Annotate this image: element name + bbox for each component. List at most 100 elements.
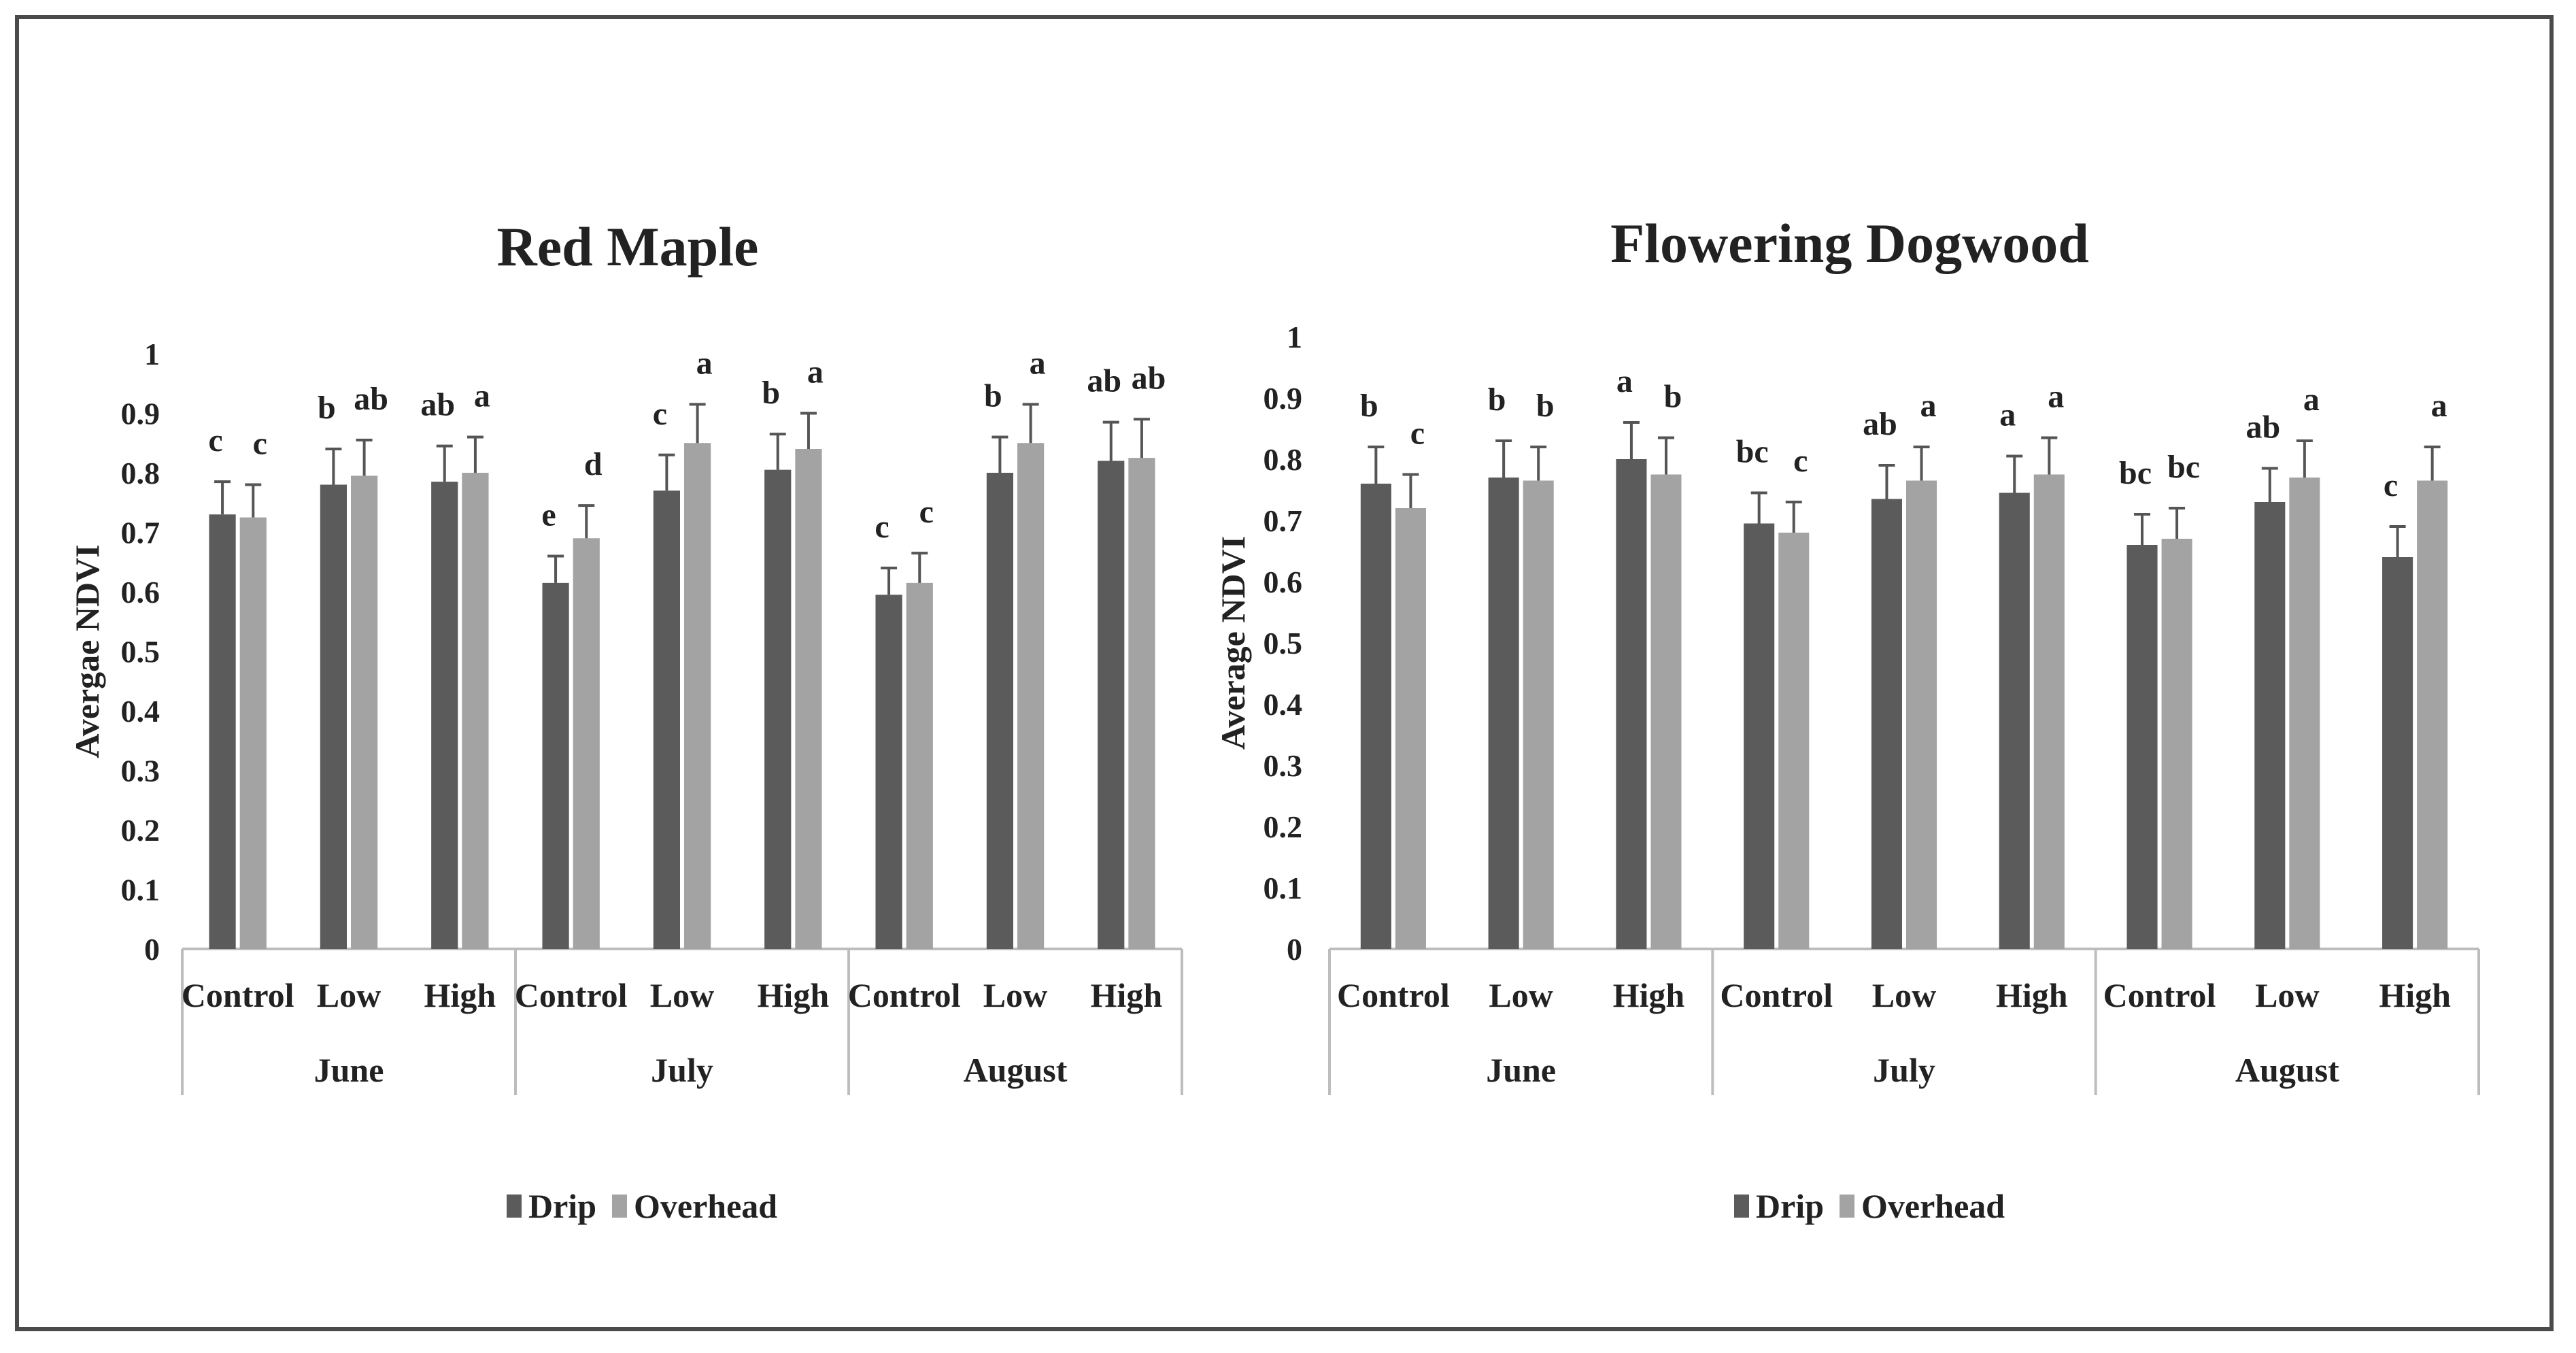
- bar-overhead: [1523, 480, 1554, 949]
- significance-letter: c: [253, 426, 267, 462]
- significance-letter: a: [696, 345, 713, 381]
- bar-drip: [1360, 484, 1391, 949]
- x-tick-label: Control: [182, 976, 294, 1014]
- y-tick-label: 0.7: [1264, 503, 1303, 538]
- significance-letter: ab: [2245, 410, 2280, 446]
- group-label: July: [1873, 1051, 1935, 1089]
- bar-drip: [2254, 502, 2286, 949]
- y-tick-label: 0.5: [1264, 626, 1303, 661]
- y-tick-label: 0.3: [1264, 748, 1303, 783]
- x-tick-label: High: [1091, 976, 1163, 1014]
- significance-letter: a: [2048, 379, 2064, 415]
- significance-letter: a: [2431, 388, 2447, 424]
- bar-drip: [320, 484, 347, 949]
- x-tick-label: Low: [2255, 976, 2319, 1014]
- significance-letter: c: [875, 509, 889, 545]
- legend-label-overhead: Overhead: [1861, 1187, 2005, 1225]
- significance-letter: bc: [2119, 455, 2152, 491]
- significance-letter: e: [541, 497, 556, 533]
- legend-swatch-overhead: [612, 1195, 627, 1218]
- bar-drip: [431, 482, 458, 949]
- bar-overhead: [2161, 539, 2192, 949]
- bar-drip: [986, 473, 1013, 949]
- significance-letter: c: [919, 494, 934, 530]
- y-tick-label: 0.8: [1264, 442, 1303, 477]
- x-tick-label: High: [758, 976, 830, 1014]
- y-tick-label: 0.7: [121, 516, 160, 550]
- chart-title: Flowering Dogwood: [1610, 212, 2089, 274]
- y-tick-label: 0.6: [121, 575, 160, 609]
- y-tick-label: 0.5: [121, 635, 160, 669]
- significance-letter: b: [1664, 379, 1682, 415]
- significance-letter: b: [1536, 388, 1555, 424]
- significance-letter: c: [1793, 443, 1808, 479]
- legend-label-drip: Drip: [528, 1187, 596, 1225]
- significance-letter: b: [762, 375, 780, 411]
- bar-overhead: [1128, 458, 1155, 949]
- bar-overhead: [1395, 508, 1426, 949]
- group-label: June: [1486, 1051, 1556, 1089]
- significance-letter: ab: [1863, 406, 1897, 442]
- x-tick-label: Control: [848, 976, 961, 1014]
- y-tick-label: 0: [1287, 932, 1302, 967]
- bar-overhead: [239, 517, 267, 949]
- y-tick-label: 0.4: [1264, 687, 1303, 722]
- x-tick-label: High: [1613, 976, 1685, 1014]
- y-axis-label: Avergae NDVI: [68, 544, 106, 758]
- x-tick-label: Control: [1337, 976, 1450, 1014]
- x-tick-label: High: [2379, 976, 2451, 1014]
- x-tick-label: Low: [650, 976, 714, 1014]
- bar-overhead: [573, 538, 600, 949]
- y-tick-label: 1: [1287, 320, 1302, 354]
- x-tick-label: Control: [515, 976, 628, 1014]
- bar-overhead: [1017, 443, 1045, 949]
- legend-swatch-drip: [507, 1195, 522, 1218]
- bar-overhead: [2417, 480, 2448, 949]
- y-tick-label: 0: [144, 932, 160, 967]
- significance-letter: b: [1488, 382, 1506, 418]
- bar-drip: [1098, 461, 1125, 949]
- x-tick-label: Control: [1720, 976, 1833, 1014]
- bar-overhead: [795, 449, 822, 949]
- chart-title: Red Maple: [497, 216, 759, 278]
- y-tick-label: 1: [144, 337, 160, 371]
- bar-overhead: [684, 443, 711, 949]
- significance-letter: ab: [1132, 360, 1166, 396]
- x-tick-label: Low: [983, 976, 1047, 1014]
- group-label: August: [2235, 1051, 2339, 1089]
- significance-letter: bc: [1736, 434, 1769, 470]
- significance-letter: c: [653, 396, 667, 432]
- y-tick-label: 0.2: [1264, 809, 1303, 844]
- bar-drip: [653, 490, 680, 949]
- bar-drip: [2382, 557, 2413, 949]
- bar-drip: [1999, 492, 2030, 949]
- significance-letter: ab: [420, 387, 455, 423]
- bar-drip: [1871, 499, 1902, 949]
- x-tick-label: Control: [2103, 976, 2216, 1014]
- bar-overhead: [1650, 474, 1682, 949]
- significance-letter: d: [584, 446, 603, 482]
- x-tick-label: Low: [1489, 976, 1553, 1014]
- y-tick-label: 0.9: [1264, 381, 1303, 416]
- x-tick-label: High: [424, 976, 496, 1014]
- significance-letter: c: [2384, 467, 2398, 503]
- legend-swatch-overhead: [1840, 1195, 1854, 1218]
- significance-letter: a: [807, 354, 824, 390]
- significance-letter: b: [984, 378, 1002, 414]
- bar-drip: [2126, 545, 2158, 949]
- bar-drip: [1488, 478, 1519, 949]
- x-tick-label: High: [1996, 976, 2068, 1014]
- bar-drip: [764, 469, 792, 949]
- significance-letter: c: [1410, 416, 1425, 452]
- bar-drip: [209, 514, 236, 949]
- legend-swatch-drip: [1734, 1195, 1749, 1218]
- significance-letter: bc: [2167, 449, 2200, 485]
- significance-letter: a: [1616, 363, 1633, 399]
- x-tick-label: Low: [317, 976, 381, 1014]
- x-tick-label: Low: [1872, 976, 1936, 1014]
- significance-letter: a: [2303, 382, 2320, 418]
- bar-overhead: [906, 582, 933, 949]
- bar-overhead: [1778, 533, 1810, 949]
- significance-letter: a: [474, 378, 490, 414]
